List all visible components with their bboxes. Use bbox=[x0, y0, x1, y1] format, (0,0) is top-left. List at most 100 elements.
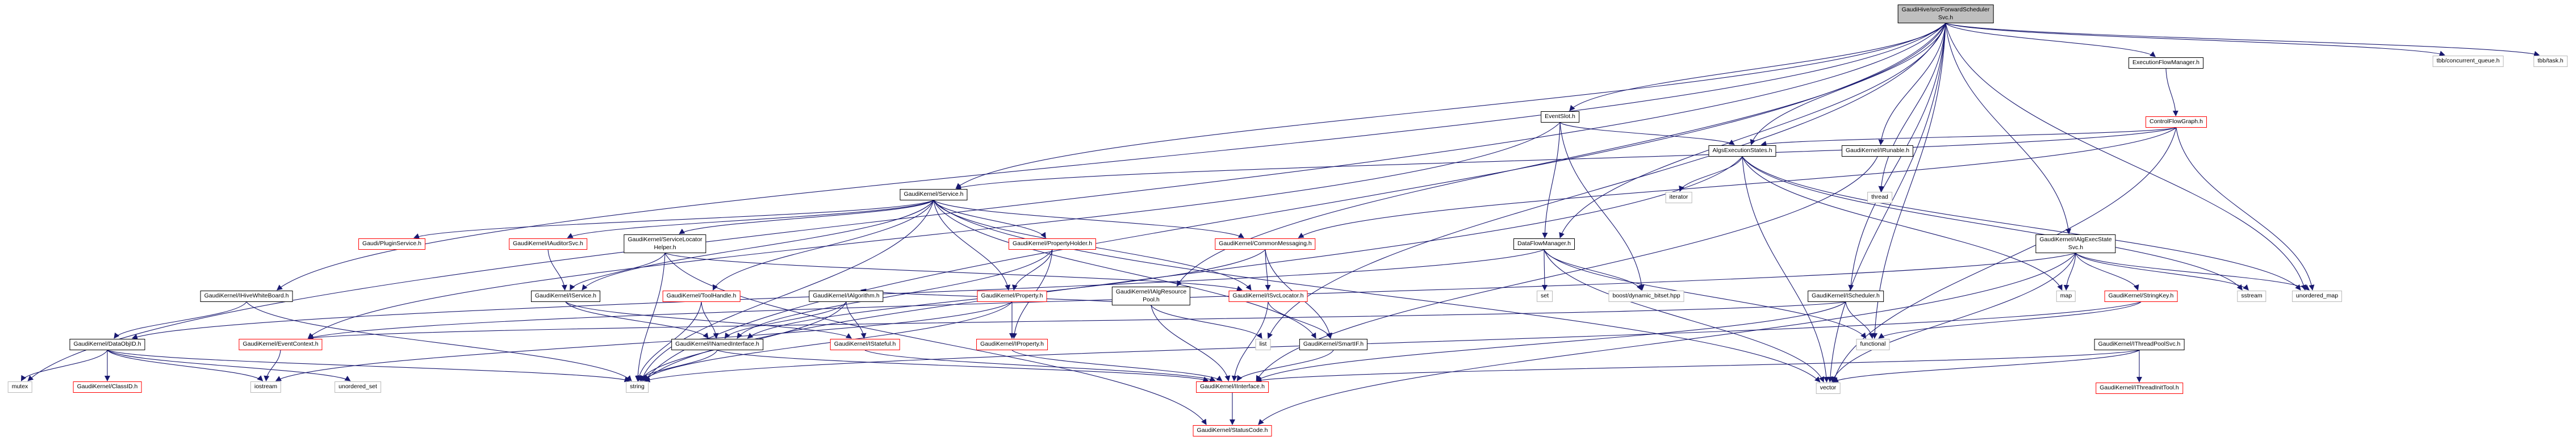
graph-node-slh[interactable]: GaudiKernel/ServiceLocator Helper.h bbox=[624, 234, 706, 254]
graph-node-efm[interactable]: ExecutionFlowManager.h bbox=[2128, 57, 2203, 69]
graph-node-ihwb[interactable]: GaudiKernel/IHiveWhiteBoard.h bbox=[200, 291, 293, 302]
graph-node-cid[interactable]: GaudiKernel/ClassID.h bbox=[73, 381, 142, 393]
include-edge-fwd-efm bbox=[1945, 23, 2156, 57]
graph-node-iaud[interactable]: GaudiKernel/IAuditorSvc.h bbox=[509, 238, 587, 250]
graph-node-itit[interactable]: GaudiKernel/IThreadInitTool.h bbox=[2096, 383, 2183, 394]
include-edge-isch-iif bbox=[1256, 301, 1846, 381]
include-edge-smartif-iif bbox=[1236, 350, 1334, 381]
include-edge-prop-iostream bbox=[275, 301, 1013, 381]
graph-node-list: list bbox=[1255, 339, 1271, 350]
include-edge-slh-isvc bbox=[570, 253, 666, 291]
graph-node-aes[interactable]: AlgsExecutionStates.h bbox=[1708, 145, 1776, 157]
graph-node-uset: unordered_set bbox=[334, 381, 381, 393]
include-edge-cfg-svc bbox=[955, 127, 2177, 190]
include-edge-svc-isvc bbox=[582, 200, 934, 291]
include-edge-isl-iif bbox=[1231, 301, 1269, 381]
include-edge-slh-sc bbox=[664, 253, 1207, 425]
include-edge-ialg-istate bbox=[846, 301, 867, 339]
include-edge-fwd-umap bbox=[1945, 23, 2307, 291]
graph-node-dfm[interactable]: DataFlowManager.h bbox=[1513, 238, 1575, 250]
graph-node-tbbt: tbb/task.h bbox=[2533, 56, 2567, 67]
graph-node-plug[interactable]: Gaudi/PluginService.h bbox=[358, 238, 425, 250]
include-edge-evs-dfm bbox=[1542, 122, 1561, 238]
include-edge-th-string bbox=[636, 301, 702, 381]
graph-node-iif[interactable]: GaudiKernel/IInterface.h bbox=[1196, 381, 1269, 393]
graph-node-string: string bbox=[626, 381, 649, 393]
include-edge-aes-map bbox=[1742, 156, 2063, 291]
graph-node-ph[interactable]: GaudiKernel/PropertyHolder.h bbox=[1008, 238, 1097, 250]
include-edge-cfg-umap bbox=[2176, 127, 2315, 291]
graph-node-svc[interactable]: GaudiKernel/Service.h bbox=[900, 189, 968, 200]
graph-node-ialg[interactable]: GaudiKernel/IAlgorithm.h bbox=[809, 291, 884, 302]
include-edge-iaess-umap bbox=[2075, 253, 2310, 291]
include-edge-isl-smartif bbox=[1268, 301, 1332, 339]
graph-node-ectx[interactable]: GaudiKernel/EventContext.h bbox=[239, 339, 323, 350]
include-edge-ph-inamed bbox=[737, 249, 1053, 339]
include-edge-cfg-aes bbox=[1760, 127, 2177, 147]
graph-node-isch[interactable]: GaudiKernel/IScheduler.h bbox=[1808, 291, 1884, 302]
include-edge-cm-isl bbox=[1265, 249, 1271, 291]
include-edge-doid-iostream bbox=[107, 350, 264, 381]
graph-node-iprop[interactable]: GaudiKernel/IProperty.h bbox=[976, 339, 1048, 350]
include-edge-slh-string bbox=[635, 253, 666, 381]
graph-node-inamed[interactable]: GaudiKernel/INamedInterface.h bbox=[671, 339, 763, 350]
include-edge-fwd-irun bbox=[1878, 23, 1946, 145]
graph-node-th[interactable]: GaudiKernel/ToolHandle.h bbox=[662, 291, 741, 302]
graph-node-smartif[interactable]: GaudiKernel/SmartIF.h bbox=[1299, 339, 1368, 350]
include-edge-svc-cm bbox=[933, 200, 1244, 238]
include-edge-slh-isl bbox=[664, 253, 1243, 292]
graph-node-sc[interactable]: GaudiKernel/StatusCode.h bbox=[1193, 425, 1272, 436]
include-edge-iaess-sstream bbox=[2075, 253, 2249, 291]
include-edge-iarp-list bbox=[1151, 305, 1262, 339]
include-edge-fwd-thr bbox=[1878, 23, 1946, 192]
graph-node-irun[interactable]: GaudiKernel/IRunable.h bbox=[1841, 145, 1914, 157]
include-edge-sk-string bbox=[644, 301, 2142, 383]
include-edge-fwd-vector bbox=[1827, 23, 1946, 383]
include-edge-svc-smartif bbox=[933, 200, 1316, 339]
include-edge-fwd-tbbq bbox=[1945, 23, 2445, 57]
graph-node-boost: boost/dynamic_bitset.hpp bbox=[1608, 291, 1684, 302]
include-edge-th-inamed bbox=[701, 301, 719, 339]
include-edge-itps-vector bbox=[1832, 350, 2140, 383]
include-edge-fwd-aes bbox=[1750, 23, 1946, 145]
graph-node-umap: unordered_map bbox=[2291, 291, 2343, 302]
graph-node-cfg[interactable]: ControlFlowGraph.h bbox=[2146, 116, 2207, 128]
graph-node-sstream: sstream bbox=[2237, 291, 2266, 302]
graph-node-istate[interactable]: GaudiKernel/IStateful.h bbox=[830, 339, 900, 350]
include-edge-ph-prop bbox=[1011, 249, 1053, 291]
include-edge-prop-string bbox=[642, 301, 1013, 381]
graph-node-itps[interactable]: GaudiKernel/IThreadPoolSvc.h bbox=[2094, 339, 2185, 350]
include-edge-fwd-isch bbox=[1848, 23, 1946, 291]
include-edge-iprop-iif bbox=[1011, 350, 1223, 381]
include-edge-svc-ph bbox=[933, 200, 1046, 238]
graph-node-sk[interactable]: GaudiKernel/StringKey.h bbox=[2104, 291, 2178, 302]
graph-node-iarp[interactable]: GaudiKernel/IAlgResource Pool.h bbox=[1111, 287, 1191, 306]
include-edge-iaess-sk bbox=[2075, 253, 2139, 291]
graph-node-prop[interactable]: GaudiKernel/Property.h bbox=[977, 291, 1047, 302]
graph-node-fwd: GaudiHive/src/ForwardScheduler Svc.h bbox=[1897, 5, 1994, 24]
graph-node-evs[interactable]: EventSlot.h bbox=[1541, 111, 1579, 123]
include-edge-istate-iif bbox=[864, 350, 1216, 382]
graph-node-func: functional bbox=[1856, 339, 1890, 350]
graph-node-iter: iterator bbox=[1665, 192, 1692, 203]
include-edge-ectx-iostream bbox=[264, 350, 281, 381]
graph-node-map: map bbox=[2056, 291, 2076, 302]
graph-node-doid[interactable]: GaudiKernel/DataObjID.h bbox=[69, 339, 145, 350]
include-edge-inamed-iif bbox=[717, 350, 1209, 383]
graph-node-isvc[interactable]: GaudiKernel/IService.h bbox=[531, 291, 600, 302]
include-edge-evs-ectx bbox=[307, 122, 1561, 339]
graph-node-cm[interactable]: GaudiKernel/CommonMessaging.h bbox=[1215, 238, 1316, 250]
graph-node-isl[interactable]: GaudiKernel/ISvcLocator.h bbox=[1228, 291, 1308, 302]
include-edge-isch-func bbox=[1845, 301, 1875, 339]
include-edge-iarp-iif bbox=[1151, 305, 1231, 381]
include-edge-dfm-boost bbox=[1544, 249, 1642, 291]
include-edge-ihwb-string bbox=[246, 301, 632, 381]
graph-node-mutex: mutex bbox=[7, 381, 32, 393]
include-edge-sk-func bbox=[1878, 301, 2142, 339]
graph-node-iaess[interactable]: GaudiKernel/IAlgExecState Svc.h bbox=[2035, 234, 2116, 254]
graph-node-vector: vector bbox=[1816, 383, 1841, 394]
include-edge-inamed-string bbox=[638, 350, 718, 381]
include-edge-doid-mutex bbox=[20, 350, 108, 381]
include-edge-iaud-isvc bbox=[547, 249, 567, 291]
